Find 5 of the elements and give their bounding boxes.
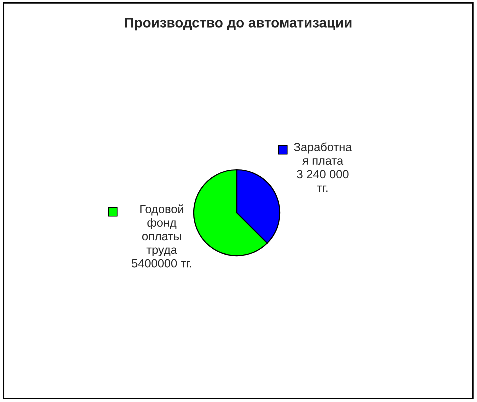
data-label: 5400000 тг. — [132, 259, 192, 268]
legend-label: Заработна я плата — [294, 142, 352, 166]
chart-title: Производство до автоматизации — [125, 18, 352, 31]
legend-label: Годовой фонд оплаты труда — [140, 204, 184, 257]
data-label: 3 240 000 тг. — [297, 170, 349, 192]
